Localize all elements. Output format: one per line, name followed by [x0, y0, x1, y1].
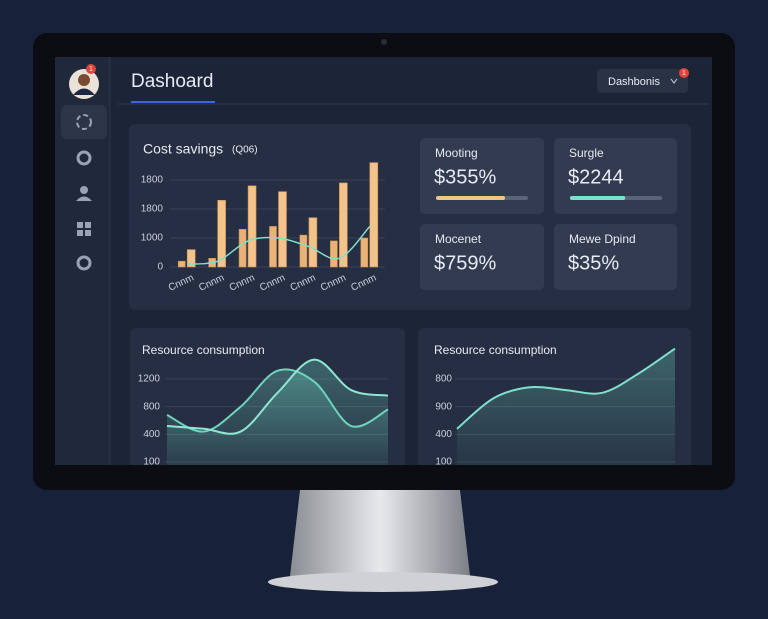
stat-value: $2244	[568, 166, 624, 188]
dropdown[interactable]	[597, 69, 688, 93]
title-underline	[131, 101, 215, 103]
y-tick-label: 0	[157, 262, 163, 273]
bar	[330, 240, 338, 268]
area	[167, 359, 388, 465]
bar	[339, 182, 348, 268]
bar	[269, 226, 277, 268]
y-tick-label: 800	[143, 401, 160, 412]
avatar-head	[78, 74, 90, 86]
stat-label: Surgle	[569, 146, 604, 160]
badge-text: 1	[89, 66, 93, 73]
avatar-body	[73, 88, 95, 95]
stat-label: Mewe Dpind	[569, 232, 636, 246]
bar	[177, 260, 186, 268]
stat-card	[420, 224, 544, 290]
stat-label: Mocenet	[435, 232, 482, 246]
sidebar-active[interactable]	[61, 105, 107, 139]
y-tick-label: 400	[143, 429, 160, 440]
y-tick-label: 100	[143, 457, 160, 468]
icon[interactable]	[76, 255, 92, 271]
y-tick-label: 1800	[141, 204, 164, 215]
icon[interactable]	[80, 186, 88, 194]
bar	[369, 162, 379, 268]
bar	[238, 229, 247, 268]
icon[interactable]	[76, 114, 92, 130]
progress-fill	[436, 196, 505, 200]
icon-grid[interactable]	[77, 222, 91, 236]
badge	[679, 68, 689, 78]
chart-subtitle: (Q06)	[232, 145, 258, 156]
line	[166, 358, 389, 435]
y-tick-label: 1800	[141, 175, 164, 186]
y-tick-label: 800	[435, 374, 452, 385]
bar	[278, 191, 287, 268]
area	[457, 348, 675, 465]
line	[187, 225, 371, 265]
stat-card	[554, 138, 677, 214]
stat-card	[420, 138, 544, 214]
chart-title: Resource consumption	[142, 343, 265, 357]
bar	[186, 249, 196, 268]
stat-value: $355%	[434, 166, 496, 188]
line	[456, 347, 676, 430]
chart-title: Cost savings	[143, 141, 223, 157]
badge-text: 1	[682, 70, 686, 77]
y-tick-label: 900	[435, 401, 452, 412]
dropdown-caret	[670, 78, 678, 84]
stat-card	[554, 224, 677, 290]
bar	[299, 234, 308, 268]
y-tick-label: 1200	[138, 374, 161, 385]
icon	[76, 196, 92, 201]
stat-value: $759%	[434, 252, 496, 274]
monitor-stand	[290, 490, 470, 576]
chart-title: Resource consumption	[434, 343, 557, 357]
camera	[381, 39, 387, 45]
y-tick-label: 1000	[141, 233, 164, 244]
y-tick-label: 100	[435, 457, 452, 468]
icon[interactable]	[76, 150, 92, 166]
stat-value: $35%	[568, 252, 619, 274]
progress-fill	[570, 196, 626, 200]
badge	[86, 64, 96, 74]
dropdown-label: Dashbonis	[608, 76, 660, 88]
page-title: Dashoard	[131, 71, 213, 92]
bar	[247, 185, 257, 268]
bar	[217, 200, 226, 268]
bar	[308, 217, 318, 268]
stand-base	[268, 572, 498, 592]
y-tick-label: 400	[435, 429, 452, 440]
stat-label: Mooting	[435, 146, 478, 160]
bar	[360, 237, 369, 268]
